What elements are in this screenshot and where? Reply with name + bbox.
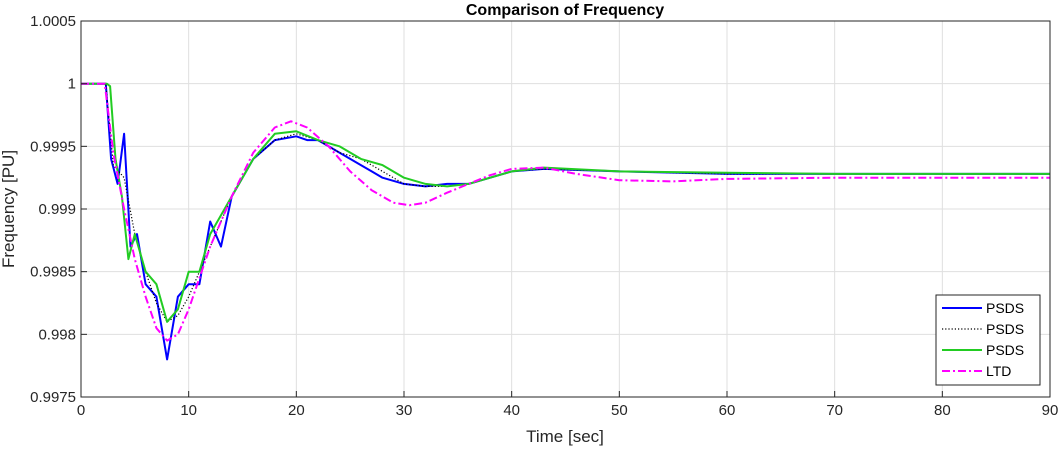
x-tick-label: 60	[719, 402, 736, 419]
series-lines	[81, 82, 1050, 361]
y-tick-label: 1.0005	[30, 13, 76, 30]
legend-label: PSDS	[986, 321, 1024, 337]
legend: PSDS PSDS PSDS LTD	[935, 294, 1041, 386]
legend-label: LTD	[986, 363, 1011, 379]
series-line-4	[81, 82, 1050, 342]
x-tick-label: 70	[826, 402, 843, 419]
x-tick-label: 10	[180, 402, 197, 419]
axis-ticks: 0 10 20 30 40 50 60 70 80 90 0.9975 0.998 0.9985 0.99…	[30, 13, 1058, 419]
x-tick-label: 0	[77, 402, 85, 419]
y-tick-label: 1	[68, 76, 76, 93]
y-axis-label: Frequency [PU]	[0, 150, 18, 268]
y-tick-label: 0.9975	[30, 389, 76, 406]
x-tick-label: 30	[396, 402, 413, 419]
x-tick-label: 40	[503, 402, 520, 419]
x-tick-label: 20	[288, 402, 305, 419]
legend-label: PSDS	[986, 342, 1024, 358]
y-tick-label: 0.998	[38, 326, 76, 343]
y-tick-label: 0.999	[38, 201, 76, 218]
legend-label: PSDS	[986, 300, 1024, 316]
y-tick-label: 0.9985	[30, 264, 76, 281]
x-axis-label: Time [sec]	[526, 427, 604, 446]
x-tick-label: 50	[611, 402, 628, 419]
chart-title: Comparison of Frequency	[466, 2, 664, 19]
y-tick-label: 0.9995	[30, 138, 76, 155]
x-tick-label: 90	[1042, 402, 1059, 419]
x-tick-label: 80	[934, 402, 951, 419]
